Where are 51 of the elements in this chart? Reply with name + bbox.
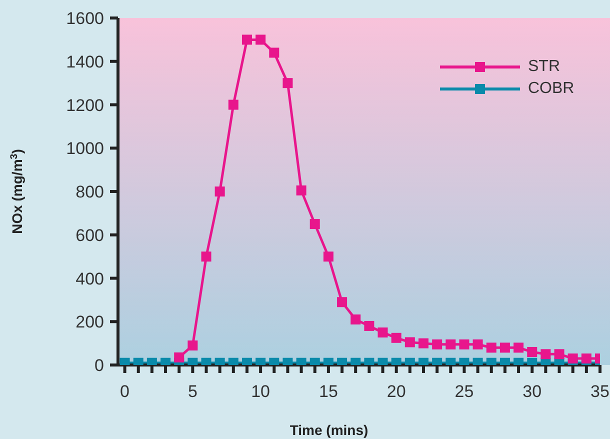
y-tick-label: 400	[76, 269, 104, 288]
point	[540, 349, 551, 360]
point	[188, 340, 198, 350]
point	[256, 34, 266, 45]
y-tick-label: 1600	[66, 9, 104, 28]
point	[323, 252, 334, 262]
point	[514, 342, 524, 353]
x-tick-label: 30	[522, 382, 542, 402]
point	[310, 219, 320, 230]
point	[459, 339, 470, 350]
point	[432, 339, 442, 350]
x-tick-label: 0	[120, 382, 130, 402]
point	[581, 353, 592, 364]
point	[472, 339, 483, 350]
point	[554, 349, 564, 360]
point	[242, 34, 252, 45]
y-tick-label: 800	[76, 182, 104, 202]
point	[486, 342, 496, 353]
x-tick-label: 5	[188, 382, 198, 402]
point	[201, 252, 212, 262]
y-tick-label: 600	[76, 226, 104, 245]
point	[446, 339, 456, 350]
point	[418, 338, 428, 348]
point	[174, 352, 184, 362]
y-tick-label: 1400	[66, 52, 104, 72]
point	[364, 320, 374, 331]
point	[527, 346, 538, 357]
y-tick-label: 1000	[66, 139, 104, 158]
point	[337, 297, 348, 308]
x-tick-label: 20	[386, 382, 406, 402]
point	[282, 78, 293, 88]
legend-label: COBR	[528, 80, 574, 98]
point	[228, 100, 238, 110]
x-tick-label: 10	[251, 382, 270, 402]
legend-label: STR	[528, 58, 560, 76]
x-axis-title: Time (mins)	[290, 422, 368, 438]
point	[296, 185, 306, 196]
point	[214, 186, 225, 196]
point	[350, 314, 361, 324]
point	[404, 337, 415, 348]
x-tick-label: 15	[318, 382, 338, 402]
point	[500, 342, 510, 353]
y-tick-label: 0	[94, 356, 104, 376]
point	[269, 48, 280, 58]
y-tick-label: 200	[76, 312, 104, 332]
x-tick-label: 25	[454, 382, 474, 402]
point	[568, 353, 578, 364]
point	[378, 327, 388, 338]
point	[391, 332, 402, 343]
y-tick-label: 1200	[66, 96, 104, 115]
x-tick-label: 35	[590, 382, 610, 402]
